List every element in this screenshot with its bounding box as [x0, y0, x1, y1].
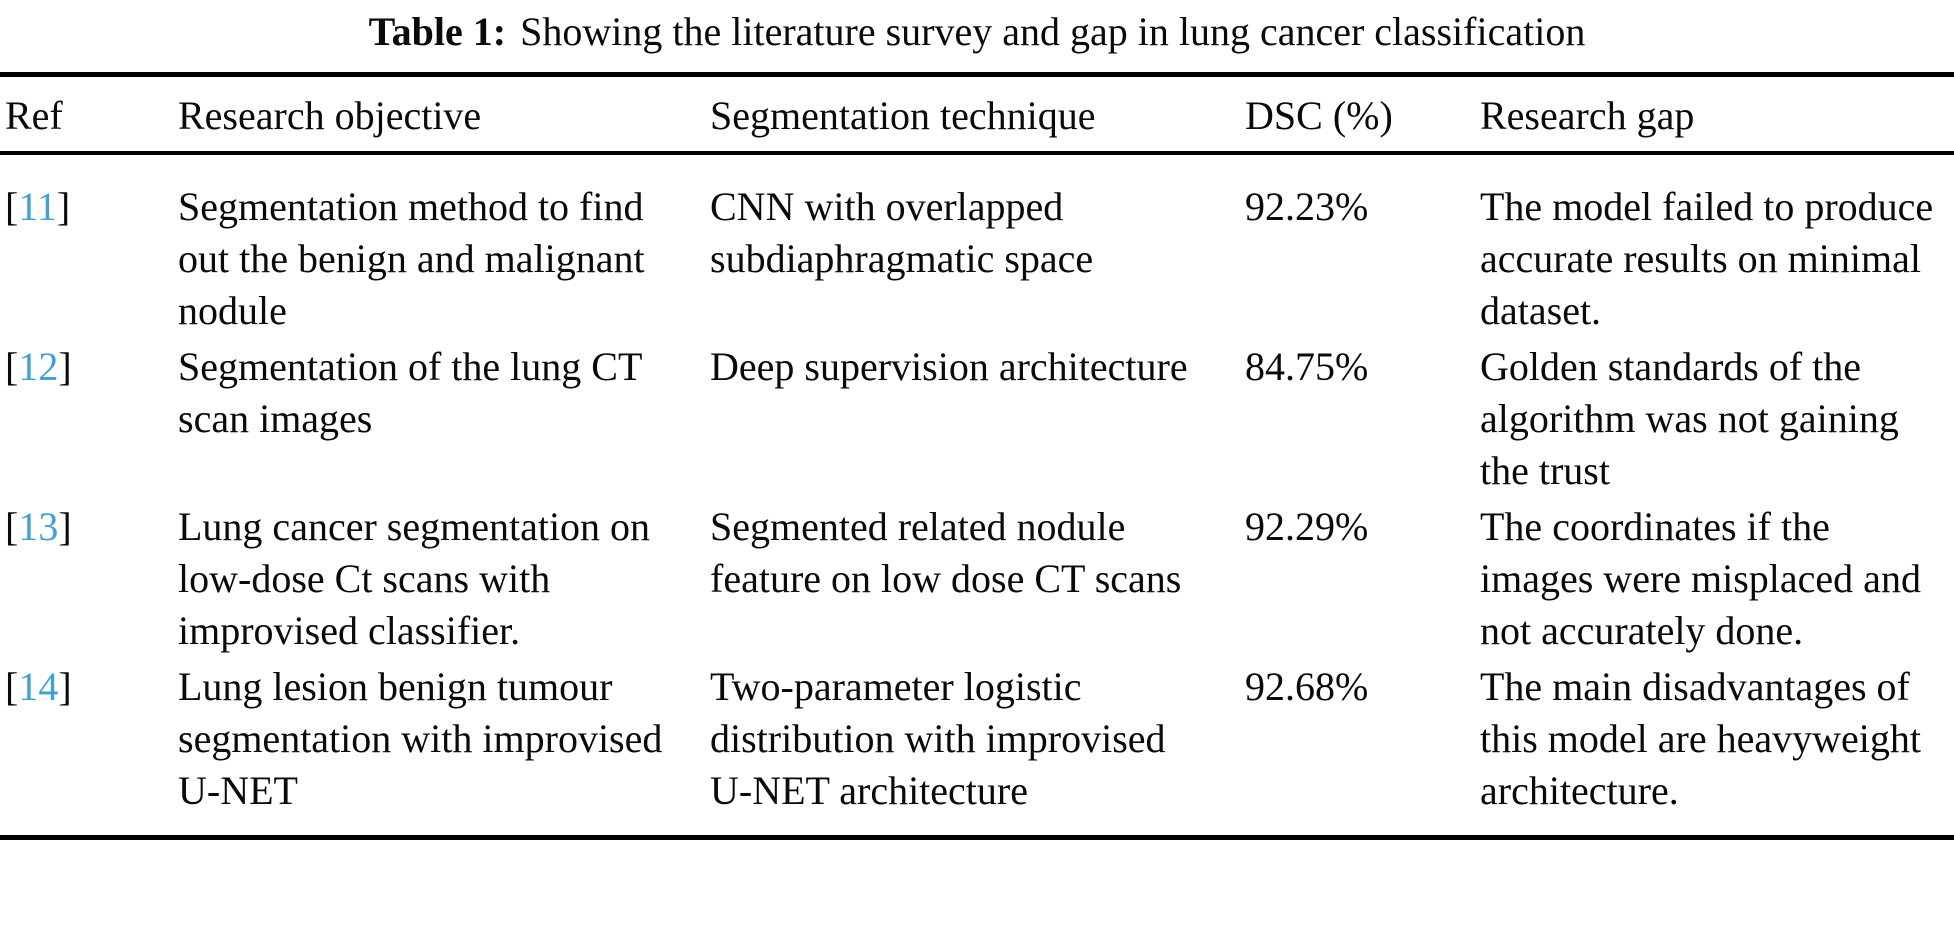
table-row: [13] Lung cancer segmentation on low-dos…: [0, 501, 1954, 661]
ref-cell: [11]: [0, 181, 178, 337]
ref-bracket-close: ]: [58, 344, 72, 389]
table-row: [12] Segmentation of the lung CT scan im…: [0, 341, 1954, 501]
column-header-research-objective: Research objective: [178, 93, 482, 138]
research-gap-cell: Golden standards of the algorithm was no…: [1480, 344, 1899, 493]
segmentation-technique-cell: Two-parameter logistic distribution with…: [710, 664, 1166, 813]
segmentation-technique-cell: CNN with overlapped subdiaphragmatic spa…: [710, 184, 1094, 281]
top-rule: [0, 72, 1954, 77]
ref-bracket-close: ]: [58, 504, 72, 549]
research-gap-cell: The model failed to produce accurate res…: [1480, 184, 1934, 333]
ref-link-12[interactable]: 12: [18, 344, 59, 389]
ref-bracket-open: [: [5, 184, 19, 229]
research-objective-cell: Lung cancer segmentation on low-dose Ct …: [178, 504, 651, 653]
ref-bracket-close: ]: [56, 184, 71, 229]
table-caption-label: Table 1:: [368, 9, 507, 54]
bottom-rule: [0, 835, 1954, 840]
research-objective-cell: Segmentation method to find out the beni…: [178, 184, 645, 333]
ref-link-11[interactable]: 11: [18, 184, 57, 229]
column-header-ref: Ref: [5, 93, 63, 138]
ref-cell: [14]: [0, 661, 178, 817]
ref-cell: [13]: [0, 501, 178, 657]
table-caption: Table 1: Showing the literature survey an…: [0, 0, 1954, 58]
segmentation-technique-cell: Segmented related nodule feature on low …: [710, 504, 1182, 601]
ref-bracket-close: ]: [58, 664, 72, 709]
dsc-cell: 92.23%: [1245, 184, 1369, 229]
ref-bracket-open: [: [5, 504, 19, 549]
table-row: [11] Segmentation method to find out the…: [0, 181, 1954, 341]
column-header-dsc: DSC (%): [1245, 93, 1393, 138]
table-body: [11] Segmentation method to find out the…: [0, 155, 1954, 821]
table-caption-text: Showing the literature survey and gap in…: [520, 9, 1586, 54]
dsc-cell: 92.68%: [1245, 664, 1369, 709]
header-rule: [0, 151, 1954, 155]
column-header-research-gap: Research gap: [1480, 93, 1695, 138]
ref-bracket-open: [: [5, 664, 19, 709]
ref-link-13[interactable]: 13: [18, 504, 59, 549]
dsc-cell: 84.75%: [1245, 344, 1369, 389]
segmentation-technique-cell: Deep supervision architecture: [710, 344, 1188, 389]
table-row: [14] Lung lesion benign tumour segmentat…: [0, 661, 1954, 821]
research-gap-cell: The coordinates if the images were mispl…: [1480, 504, 1921, 653]
ref-link-14[interactable]: 14: [18, 664, 59, 709]
ref-cell: [12]: [0, 341, 178, 497]
research-objective-cell: Lung lesion benign tumour segmentation w…: [178, 664, 663, 813]
column-header-segmentation-technique: Segmentation technique: [710, 93, 1096, 138]
research-gap-cell: The main disadvantages of this model are…: [1480, 664, 1921, 813]
research-objective-cell: Segmentation of the lung CT scan images: [178, 344, 642, 441]
ref-bracket-open: [: [5, 344, 19, 389]
dsc-cell: 92.29%: [1245, 504, 1369, 549]
table-header-row: Ref Research objective Segmentation tech…: [0, 77, 1954, 151]
